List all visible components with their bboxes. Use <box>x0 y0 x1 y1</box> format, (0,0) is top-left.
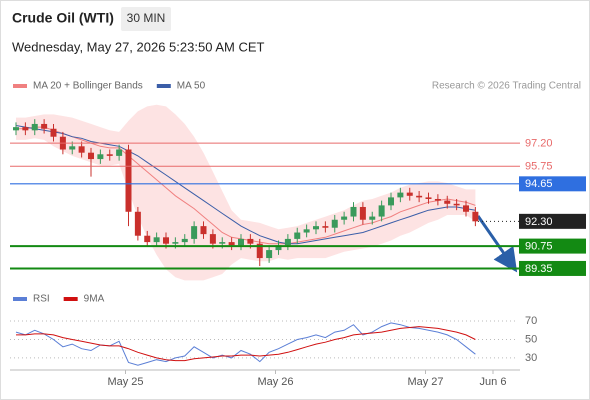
candle-body <box>219 242 226 244</box>
candle-body <box>41 123 48 129</box>
ma-line <box>15 125 476 245</box>
candle-body <box>406 192 413 196</box>
legend-label: MA 50 <box>177 81 206 92</box>
candle-body <box>294 232 301 239</box>
candle-body <box>181 238 188 243</box>
candle-body <box>153 237 160 243</box>
research-note: Research © 2026 Trading Central <box>432 81 581 92</box>
candle-body <box>78 146 85 153</box>
x-tick-label: May 27 <box>407 376 443 388</box>
y-tick-label: 50 <box>525 333 537 345</box>
price-plot <box>13 104 479 281</box>
candle-body <box>331 219 338 228</box>
candle-body <box>444 200 451 204</box>
legend-label: MA 20 + Bollinger Bands <box>33 81 143 92</box>
candle-body <box>359 206 366 220</box>
y-tick-label: 30 <box>525 352 537 364</box>
legend-label: 9MA <box>84 294 105 305</box>
candle-body <box>88 152 94 160</box>
candle-body <box>144 235 151 243</box>
x-tick-label: May 26 <box>257 376 293 388</box>
level-label: 89.35 <box>525 263 553 275</box>
ma-line <box>16 126 476 245</box>
candle-body <box>313 226 319 230</box>
candle-body <box>163 237 169 244</box>
candle-body <box>266 250 273 259</box>
candle-body <box>50 128 57 137</box>
level-label-box <box>519 260 586 276</box>
candle-body <box>106 154 113 156</box>
candle-body <box>22 127 29 131</box>
candle-body <box>13 127 19 131</box>
candle-body <box>397 192 404 198</box>
instrument-title: Crude Oil (WTI) <box>12 10 114 26</box>
interval[interactable]: 30 MIN <box>127 11 166 25</box>
candle-body <box>238 238 244 246</box>
candle-body <box>209 234 216 244</box>
legend-swatch <box>13 84 27 88</box>
candle-body <box>425 197 432 199</box>
candle-body <box>200 226 207 235</box>
candle-body <box>228 242 235 246</box>
level-label-box <box>519 238 586 254</box>
candle-body <box>284 238 291 246</box>
candle-body <box>191 226 198 239</box>
bollinger-band <box>16 104 476 281</box>
y-tick-label: 70 <box>525 315 537 327</box>
level-label: 97.20 <box>525 138 553 150</box>
level-label: 90.75 <box>525 240 553 252</box>
legend-swatch <box>63 297 78 301</box>
timestamp: Wednesday, May 27, 2026 5:23:50 AM CET <box>12 39 264 54</box>
candle-body <box>275 245 282 251</box>
candle-body <box>125 149 132 212</box>
candle-body <box>31 123 38 131</box>
candle-body <box>116 149 123 156</box>
candle-body <box>463 205 469 212</box>
candle-body <box>416 195 423 198</box>
candle-body <box>69 146 76 150</box>
forecast-arrow <box>476 215 518 273</box>
candle-body <box>97 154 104 160</box>
candle-body <box>453 203 460 206</box>
candle-body <box>322 226 329 228</box>
candle-body <box>434 198 441 201</box>
rsi-line <box>15 322 476 366</box>
legend-swatch <box>13 297 27 301</box>
candle-body <box>256 243 263 259</box>
candle-body <box>350 206 357 217</box>
level-label: 92.30 <box>525 216 553 228</box>
x-tick-label: Jun 6 <box>480 376 507 388</box>
candle-body <box>388 197 394 206</box>
candle-body <box>369 216 376 220</box>
candle-body <box>472 211 479 222</box>
candle-body <box>303 229 310 233</box>
level-label-box <box>519 176 586 192</box>
candle-body <box>378 205 385 217</box>
candle-body <box>134 211 141 236</box>
legend-label: RSI <box>33 294 50 305</box>
legend-swatch <box>156 84 171 88</box>
candle-body <box>172 242 179 244</box>
candle-body <box>247 238 254 244</box>
level-label: 95.75 <box>525 161 553 173</box>
rsi-line <box>16 326 476 362</box>
candle-body <box>341 216 348 220</box>
x-tick-label: May 25 <box>107 376 143 388</box>
level-label: 94.65 <box>525 178 553 190</box>
interval-badge[interactable] <box>121 7 171 31</box>
level-label-box <box>519 213 586 229</box>
